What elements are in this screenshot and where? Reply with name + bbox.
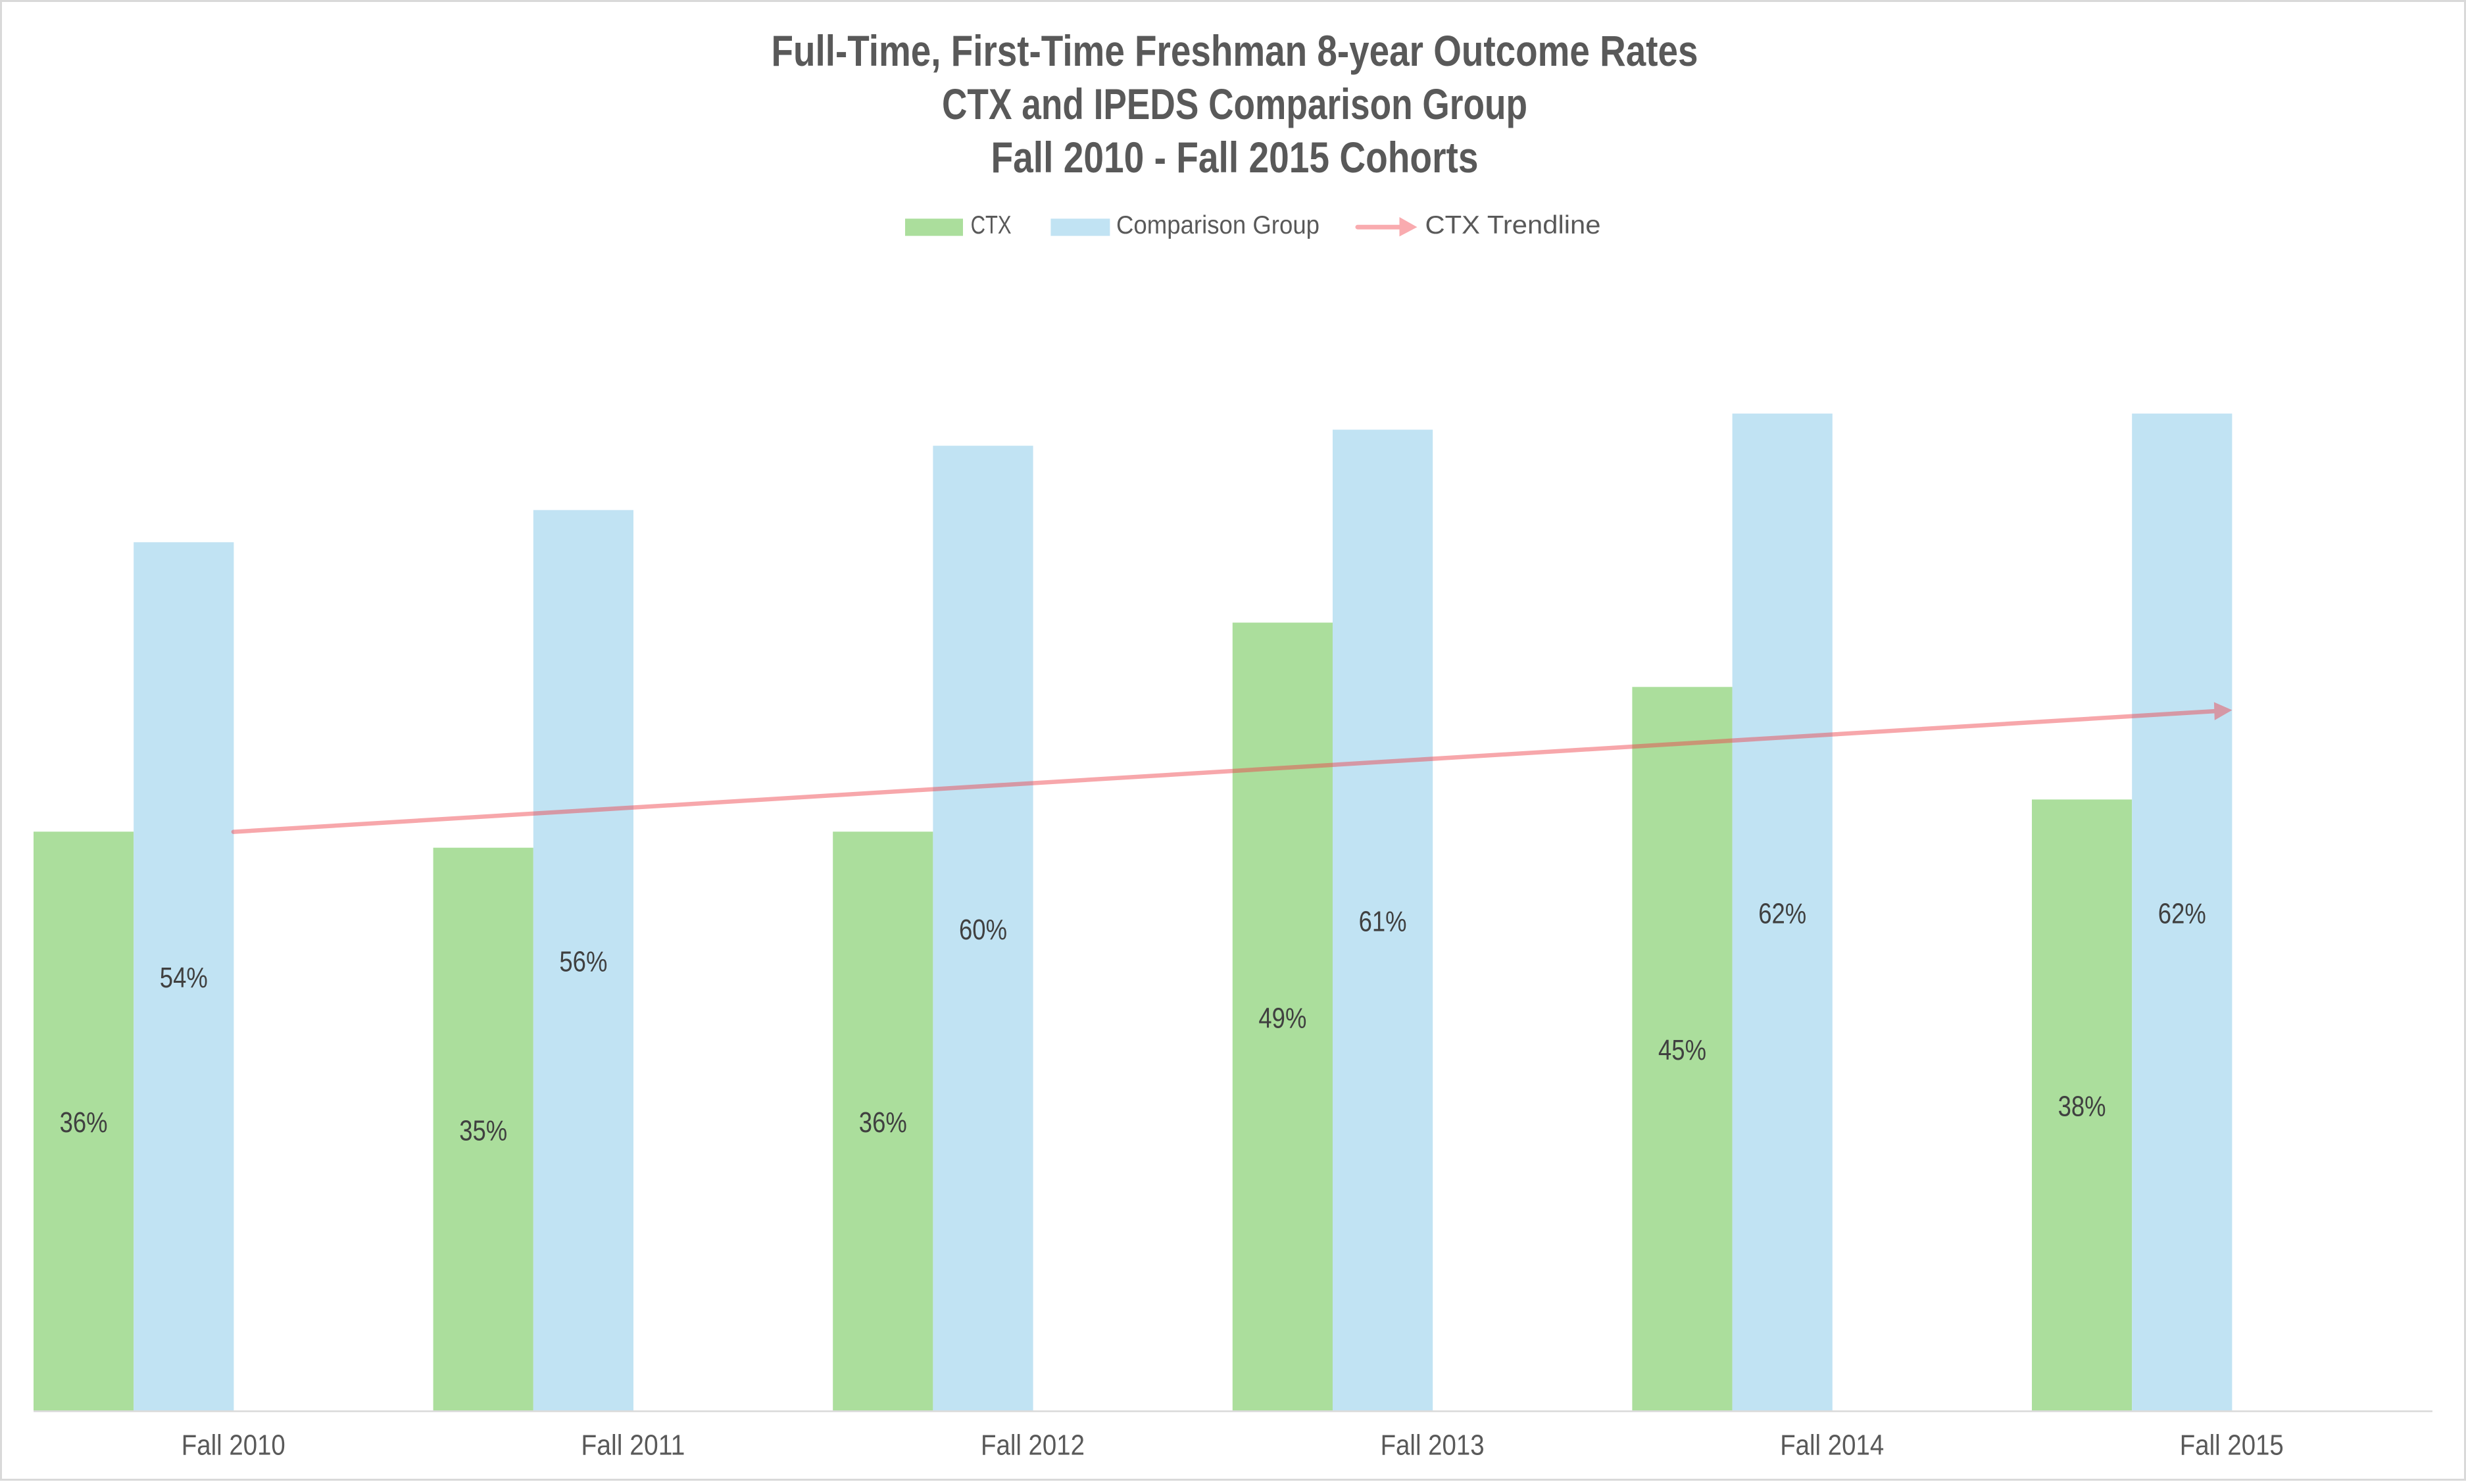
svg-text:35%: 35% [459,1114,507,1147]
svg-text:Fall 2011: Fall 2011 [581,1429,685,1462]
svg-text:Fall 2014: Fall 2014 [1780,1429,1884,1462]
svg-text:60%: 60% [959,914,1007,946]
svg-text:Fall 2013: Fall 2013 [1381,1429,1485,1462]
svg-text:36%: 36% [60,1106,108,1139]
svg-text:56%: 56% [559,946,607,978]
svg-text:62%: 62% [1758,897,1806,929]
svg-text:62%: 62% [2158,897,2206,929]
svg-text:Fall 2015: Fall 2015 [2180,1429,2284,1462]
svg-text:61%: 61% [1359,906,1407,938]
svg-text:54%: 54% [160,962,208,994]
svg-text:CTX and IPEDS Comparison Group: CTX and IPEDS Comparison Group [942,80,1527,128]
svg-text:Fall 2010 - Fall 2015 Cohorts: Fall 2010 - Fall 2015 Cohorts [991,133,1479,182]
svg-text:Full-Time, First-Time Freshman: Full-Time, First-Time Freshman 8-year Ou… [772,26,1698,75]
svg-text:CTX: CTX [971,211,1012,239]
svg-text:45%: 45% [1658,1034,1706,1066]
svg-text:CTX Trendline: CTX Trendline [1425,211,1601,239]
svg-text:Fall 2010: Fall 2010 [182,1429,285,1462]
svg-text:49%: 49% [1258,1002,1306,1034]
svg-text:Fall 2012: Fall 2012 [981,1429,1085,1462]
svg-text:36%: 36% [859,1106,907,1139]
svg-text:38%: 38% [2058,1091,2106,1123]
svg-text:Comparison Group: Comparison Group [1116,211,1319,239]
